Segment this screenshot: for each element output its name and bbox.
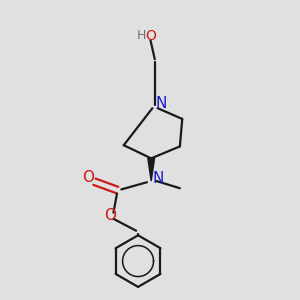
Polygon shape (148, 158, 154, 181)
Text: O: O (104, 208, 116, 223)
Text: N: N (153, 171, 164, 186)
Text: O: O (82, 170, 94, 185)
Text: O: O (145, 29, 156, 43)
Text: N: N (155, 96, 166, 111)
Text: H: H (137, 29, 146, 42)
